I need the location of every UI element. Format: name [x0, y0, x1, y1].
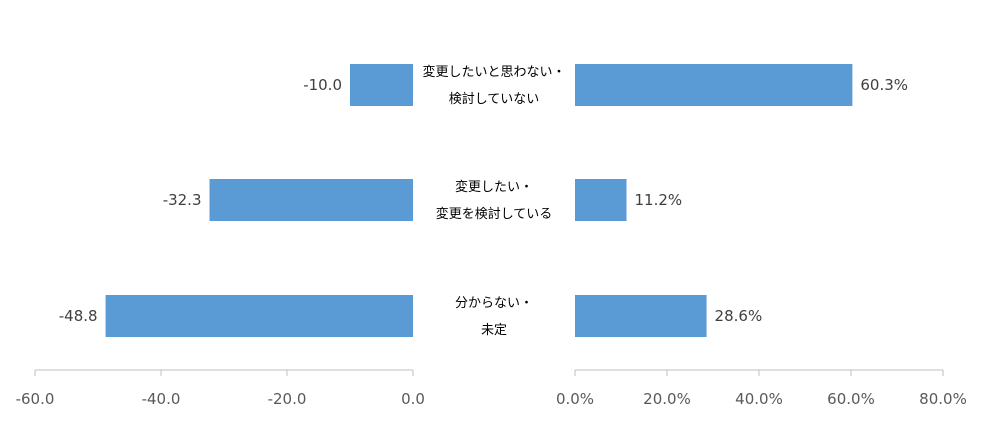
right-bar: [575, 179, 627, 221]
category-label: 分からない・: [455, 296, 533, 311]
right-tick-label: 20.0%: [643, 390, 691, 408]
category-label: 変更したい・: [455, 179, 533, 195]
left-value-label: -10.0: [303, 76, 342, 94]
left-value-label: -48.8: [59, 307, 98, 325]
right-value-label: 11.2%: [635, 191, 683, 209]
left-value-label: -32.3: [163, 191, 202, 209]
category-label: 変更を検討している: [436, 206, 553, 222]
category-label: 変更したいと思わない・: [422, 64, 565, 80]
right-tick-label: 80.0%: [919, 390, 967, 408]
category-label: 検討していない: [449, 91, 540, 107]
right-value-label: 60.3%: [860, 76, 908, 94]
right-tick-label: 40.0%: [735, 390, 783, 408]
left-bar: [105, 295, 413, 337]
left-tick-label: -40.0: [142, 390, 181, 408]
right-bar: [575, 64, 853, 106]
left-bar: [209, 179, 413, 221]
left-tick-label: -60.0: [16, 390, 55, 408]
right-bar: [575, 295, 707, 337]
right-tick-label: 0.0%: [556, 390, 594, 408]
left-bar: [350, 64, 413, 106]
category-label: 未定: [481, 323, 507, 338]
left-tick-label: -20.0: [268, 390, 307, 408]
left-tick-label: 0.0: [401, 390, 425, 408]
right-tick-label: 60.0%: [827, 390, 875, 408]
right-value-label: 28.6%: [715, 307, 763, 325]
